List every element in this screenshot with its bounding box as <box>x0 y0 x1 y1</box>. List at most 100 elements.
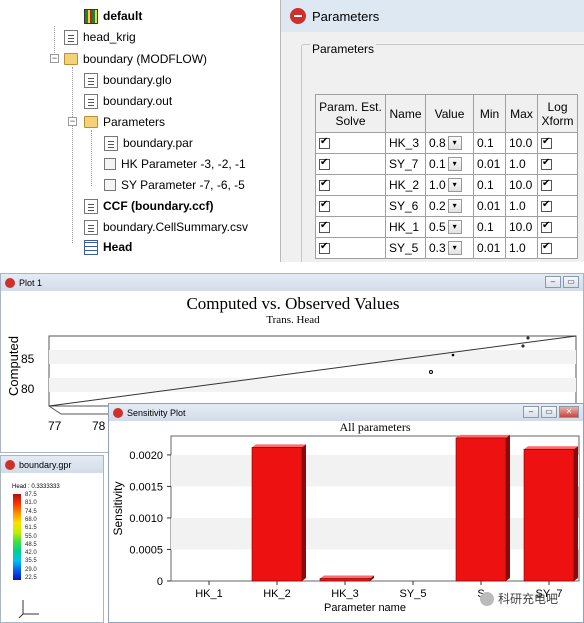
table-row[interactable]: HK_10.5▾0.110.0 <box>315 216 578 238</box>
value-text: 0.2 <box>429 199 446 213</box>
tree-item-sy-parameter[interactable]: SY Parameter -7, -6, -5 <box>104 176 245 194</box>
log-cell <box>537 237 578 259</box>
tree-item-default[interactable]: default <box>84 7 142 25</box>
bar-top <box>252 444 306 448</box>
dropdown-arrow-icon[interactable]: ▾ <box>447 241 462 255</box>
tree-item-boundary-glo[interactable]: boundary.glo <box>84 71 172 89</box>
legend-value: 81.0 <box>25 500 37 507</box>
value-cell[interactable]: 0.8 ▾ <box>425 132 474 154</box>
x-tick-label: 78 <box>92 419 106 433</box>
tree-item-ccf[interactable]: CCF (boundary.ccf) <box>84 197 213 215</box>
solve-checkbox[interactable] <box>319 136 330 150</box>
max-cell[interactable]: 10.0 <box>505 132 538 154</box>
log-xform-checkbox[interactable] <box>541 199 552 213</box>
app-logo-icon <box>5 277 15 288</box>
parameters-dialog: Parameters Parameters Param. Est. Solve … <box>280 0 584 262</box>
log-cell <box>537 153 578 175</box>
max-cell[interactable]: 1.0 <box>505 237 538 259</box>
value-cell[interactable]: 1.0 ▾ <box>425 174 474 196</box>
close-button[interactable]: ✕ <box>559 406 579 418</box>
value-cell[interactable]: 0.2 ▾ <box>425 195 474 217</box>
dropdown-arrow-icon[interactable]: ▾ <box>447 136 462 150</box>
min-cell[interactable]: 0.01 <box>473 237 506 259</box>
plot1-titlebar[interactable]: Plot 1 – ▭ <box>1 274 583 291</box>
log-xform-checkbox[interactable] <box>541 157 552 171</box>
dropdown-arrow-icon[interactable]: ▾ <box>447 178 462 192</box>
max-cell[interactable]: 1.0 <box>505 195 538 217</box>
solve-checkbox[interactable] <box>319 178 330 192</box>
log-xform-checkbox[interactable] <box>541 136 552 150</box>
table-row[interactable]: SY_60.2▾0.011.0 <box>315 195 578 217</box>
dropdown-arrow-icon[interactable]: ▾ <box>447 220 462 234</box>
log-xform-checkbox[interactable] <box>541 178 552 192</box>
table-row[interactable]: SY_50.3▾0.011.0 <box>315 237 578 259</box>
grid-band <box>171 454 579 487</box>
max-cell[interactable]: 1.0 <box>505 153 538 175</box>
collapse-toggle-icon[interactable]: − <box>50 53 59 63</box>
restore-button[interactable]: ▭ <box>563 276 579 288</box>
column-header[interactable]: Log Xform <box>537 94 578 133</box>
name-cell: SY_5 <box>385 237 426 259</box>
tree-item-boundary-modflow[interactable]: boundary (MODFLOW) <box>64 50 207 68</box>
solve-checkbox[interactable] <box>319 241 330 255</box>
minimize-button[interactable]: – <box>523 406 539 418</box>
solve-cell <box>315 153 386 175</box>
min-cell[interactable]: 0.1 <box>473 174 506 196</box>
column-header[interactable]: Max <box>505 94 538 133</box>
name-cell: SY_7 <box>385 153 426 175</box>
value-cell[interactable]: 0.5 ▾ <box>425 216 474 238</box>
sensitivity-plot-window: Sensitivity Plot – ▭ ✕ All parameters 0 0.… <box>108 403 584 623</box>
y-tick-label: 0.0005 <box>129 544 163 556</box>
legend-title: Head : 0.3333333 <box>12 484 60 490</box>
column-header[interactable]: Min <box>473 94 506 133</box>
solve-checkbox[interactable] <box>319 220 330 234</box>
max-cell[interactable]: 10.0 <box>505 174 538 196</box>
legend-value: 42.0 <box>25 550 37 557</box>
sensitivity-titlebar[interactable]: Sensitivity Plot – ▭ ✕ <box>109 404 583 421</box>
document-icon <box>84 93 98 109</box>
solve-cell <box>315 237 386 259</box>
solve-checkbox[interactable] <box>319 157 330 171</box>
groupbox-label: Parameters <box>310 42 377 56</box>
value-cell[interactable]: 0.3 ▾ <box>425 237 474 259</box>
min-cell[interactable]: 0.01 <box>473 195 506 217</box>
table-row[interactable]: HK_21.0▾0.110.0 <box>315 174 578 196</box>
x-tick-label: SY_7 <box>536 588 563 600</box>
log-xform-checkbox[interactable] <box>541 241 552 255</box>
column-header[interactable]: Param. Est. Solve <box>315 94 386 133</box>
column-header[interactable]: Value <box>425 94 474 133</box>
parameters-table: Param. Est. Solve Name Value Min Max Log… <box>315 94 578 259</box>
tree-item-hk-parameter[interactable]: HK Parameter -3, -2, -1 <box>104 155 246 173</box>
dropdown-arrow-icon[interactable]: ▾ <box>447 199 462 213</box>
tree-item-head-krig[interactable]: head_krig <box>64 28 136 46</box>
log-cell <box>537 174 578 196</box>
bar <box>319 578 371 582</box>
value-cell[interactable]: 0.1 ▾ <box>425 153 474 175</box>
watermark-text: 科研充电吧 <box>498 591 558 606</box>
solve-cell <box>315 195 386 217</box>
legend-value: 55.0 <box>25 533 37 540</box>
max-cell[interactable]: 10.0 <box>505 216 538 238</box>
tree-item-parameters[interactable]: Parameters <box>84 113 165 131</box>
tree-item-boundary-out[interactable]: boundary.out <box>84 92 172 110</box>
gpr-titlebar[interactable]: boundary.gpr <box>1 456 103 473</box>
axis-triad-icon <box>18 600 39 619</box>
boundary-gpr-window: boundary.gpr Head : 0.3333333 87.5 81.0 74… <box>0 455 104 623</box>
dropdown-arrow-icon[interactable]: ▾ <box>447 157 462 171</box>
tree-item-cellsummary[interactable]: boundary.CellSummary.csv <box>84 218 248 236</box>
minimize-button[interactable]: – <box>545 276 561 288</box>
tree-item-head[interactable]: Head <box>84 238 132 256</box>
table-row[interactable]: HK_30.8▾0.110.0 <box>315 132 578 154</box>
solve-checkbox[interactable] <box>319 199 330 213</box>
log-xform-checkbox[interactable] <box>541 220 552 234</box>
min-cell[interactable]: 0.1 <box>473 132 506 154</box>
dialog-titlebar[interactable]: Parameters <box>281 0 584 32</box>
restore-button[interactable]: ▭ <box>541 406 557 418</box>
table-row[interactable]: SY_70.1▾0.011.0 <box>315 153 578 175</box>
collapse-toggle-icon[interactable]: − <box>68 116 77 126</box>
column-header[interactable]: Name <box>385 94 426 133</box>
legend-value: 87.5 <box>25 492 37 498</box>
tree-item-boundary-par[interactable]: boundary.par <box>104 134 193 152</box>
min-cell[interactable]: 0.1 <box>473 216 506 238</box>
min-cell[interactable]: 0.01 <box>473 153 506 175</box>
